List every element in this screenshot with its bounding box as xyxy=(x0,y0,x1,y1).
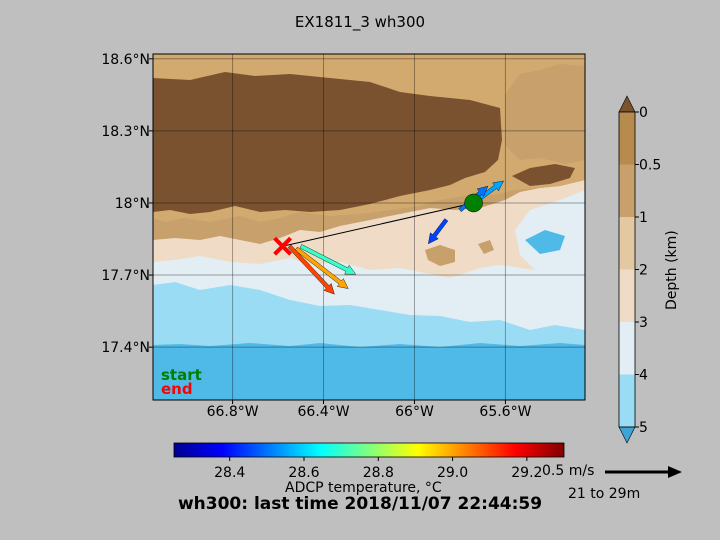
lat-tick-label: 18.3°N xyxy=(101,124,150,140)
lat-tick-label: 18.6°N xyxy=(101,52,150,68)
chart-title: EX1811_3 wh300 xyxy=(294,13,426,31)
map-frame xyxy=(152,53,586,401)
depth-tick-label: 0.5 xyxy=(639,158,661,174)
depth-color-segment xyxy=(619,112,635,165)
ship-track xyxy=(282,202,474,247)
depth-extend-top xyxy=(618,95,636,113)
depth-color-segment xyxy=(619,322,635,375)
temp-tick-label: 28.8 xyxy=(363,465,394,481)
depth-color-segment xyxy=(619,217,635,270)
gridlines xyxy=(153,54,585,400)
land xyxy=(153,72,502,214)
end-marker[interactable] xyxy=(273,236,293,256)
current-vector xyxy=(287,244,335,295)
temp-tick-label: 28.4 xyxy=(214,465,245,481)
current-vector xyxy=(294,246,349,289)
depth-color-segment xyxy=(619,269,635,322)
temp-colorbar: 28.4 28.6 28.8 29.0 29.2 xyxy=(173,442,565,481)
scale-arrow xyxy=(605,466,682,478)
depth-colorbar: 0 0.5 1 2 3 4 5 xyxy=(618,95,661,444)
temp-colorbar-label: ADCP temperature, °C xyxy=(285,480,442,496)
depth-colorbar-label: Depth (km) xyxy=(664,230,680,310)
map-area[interactable] xyxy=(153,54,585,400)
temp-colorbar-bar xyxy=(173,442,565,458)
legend-start: start xyxy=(161,366,202,384)
deep-patch xyxy=(525,230,565,254)
current-vector xyxy=(428,218,449,245)
legend-end: end xyxy=(161,380,193,398)
depth-extend-bottom xyxy=(618,426,636,444)
end-marker-stroke xyxy=(273,236,293,256)
lon-tick-label: 66°W xyxy=(395,404,434,420)
depth-tick-label: 4 xyxy=(639,368,648,384)
lat-tick-label: 17.7°N xyxy=(101,268,150,284)
current-vector xyxy=(299,244,357,275)
depth-tick-label: 5 xyxy=(639,420,648,436)
footer-status: wh300: last time 2018/11/07 22:44:59 xyxy=(177,494,543,514)
depth-tick-label: 3 xyxy=(639,315,648,331)
lat-tick-label: 18°N xyxy=(115,196,150,212)
depth-color-segment xyxy=(619,164,635,217)
lat-axis: 18.6°N 18.3°N 18°N 17.7°N 17.4°N xyxy=(101,52,153,356)
scale-label: 0.5 m/s xyxy=(542,463,595,479)
lon-tick-label: 66.8°W xyxy=(207,404,259,420)
temp-tick-label: 29.0 xyxy=(437,465,468,481)
lon-axis: 66.8°W 66.4°W 66°W 65.6°W xyxy=(207,400,532,420)
depth-color-segment xyxy=(619,374,635,427)
start-marker[interactable] xyxy=(464,193,483,213)
land-patch-east xyxy=(512,164,575,186)
depth-tick-label: 0 xyxy=(639,105,648,121)
shoal-patch xyxy=(425,245,455,266)
temp-tick-label: 28.6 xyxy=(288,465,319,481)
shoal-patch-2 xyxy=(478,240,494,254)
lat-tick-label: 17.4°N xyxy=(101,340,150,356)
lon-tick-label: 65.6°W xyxy=(479,404,531,420)
temp-tick-label: 29.2 xyxy=(511,465,542,481)
depth-tick-label: 2 xyxy=(639,263,648,279)
depth-range-label: 21 to 29m xyxy=(568,486,641,502)
depth-tick-label: 1 xyxy=(639,210,648,226)
lon-tick-label: 66.4°W xyxy=(298,404,350,420)
